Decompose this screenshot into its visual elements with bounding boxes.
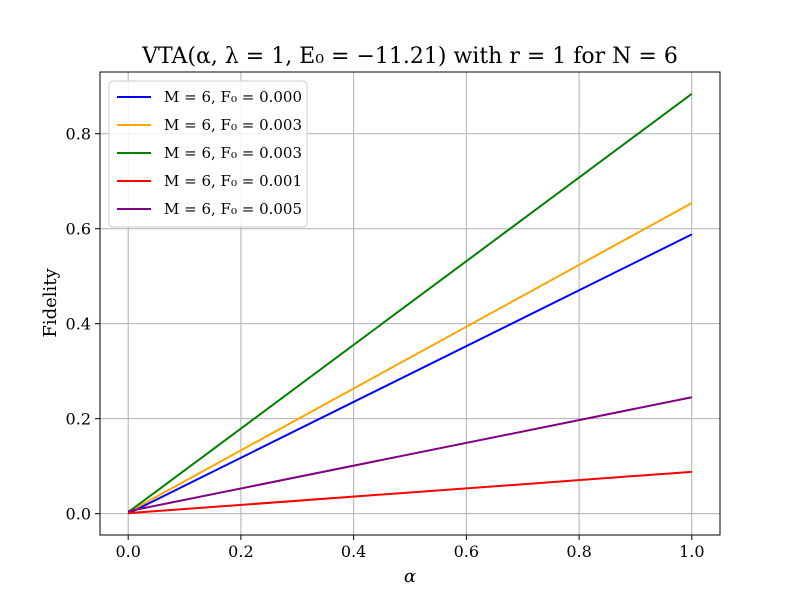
legend-label-4: M = 6, F₀ = 0.001 xyxy=(164,172,302,190)
legend: M = 6, F₀ = 0.000 M = 6, F₀ = 0.003 M = 6,… xyxy=(108,80,308,228)
legend-box xyxy=(108,80,308,228)
x-axis-label: α xyxy=(404,566,416,587)
series-lines xyxy=(127,93,693,515)
y-tick-label: 0.0 xyxy=(66,505,91,524)
x-tick-label: 0.2 xyxy=(228,542,253,561)
legend-label-5: M = 6, F₀ = 0.005 xyxy=(164,200,302,218)
y-tick-label: 0.6 xyxy=(66,220,91,239)
y-tick-label: 0.8 xyxy=(66,125,91,144)
x-tick-label: 0.6 xyxy=(454,542,479,561)
y-tick-label: 0.2 xyxy=(66,410,91,429)
legend-label-2: M = 6, F₀ = 0.003 xyxy=(164,116,302,134)
chart-title: VTA(α, λ = 1, E₀ = −11.21) with r = 1 fo… xyxy=(141,44,678,69)
series-line-5 xyxy=(127,396,693,513)
series-line-3 xyxy=(127,93,693,514)
series-line-1 xyxy=(127,233,693,515)
series-line-4 xyxy=(128,470,692,515)
x-tick-label: 0.0 xyxy=(115,542,140,561)
axis-ticks: 0.0 0.2 0.4 0.6 0.8 1.0 0.0 0.2 0.4 0.6 0.8 xyxy=(66,125,705,561)
x-tick-label: 0.8 xyxy=(566,542,591,561)
legend-label-1: M = 6, F₀ = 0.000 xyxy=(164,88,302,106)
legend-label-3: M = 6, F₀ = 0.003 xyxy=(164,144,302,162)
plot-frame xyxy=(99,71,721,536)
x-tick-label: 0.4 xyxy=(341,542,366,561)
y-tick-label: 0.4 xyxy=(66,315,91,334)
x-tick-label: 1.0 xyxy=(679,542,704,561)
y-axis-label: Fidelity xyxy=(40,268,61,338)
series-line-2 xyxy=(127,202,693,514)
grid xyxy=(100,72,720,535)
